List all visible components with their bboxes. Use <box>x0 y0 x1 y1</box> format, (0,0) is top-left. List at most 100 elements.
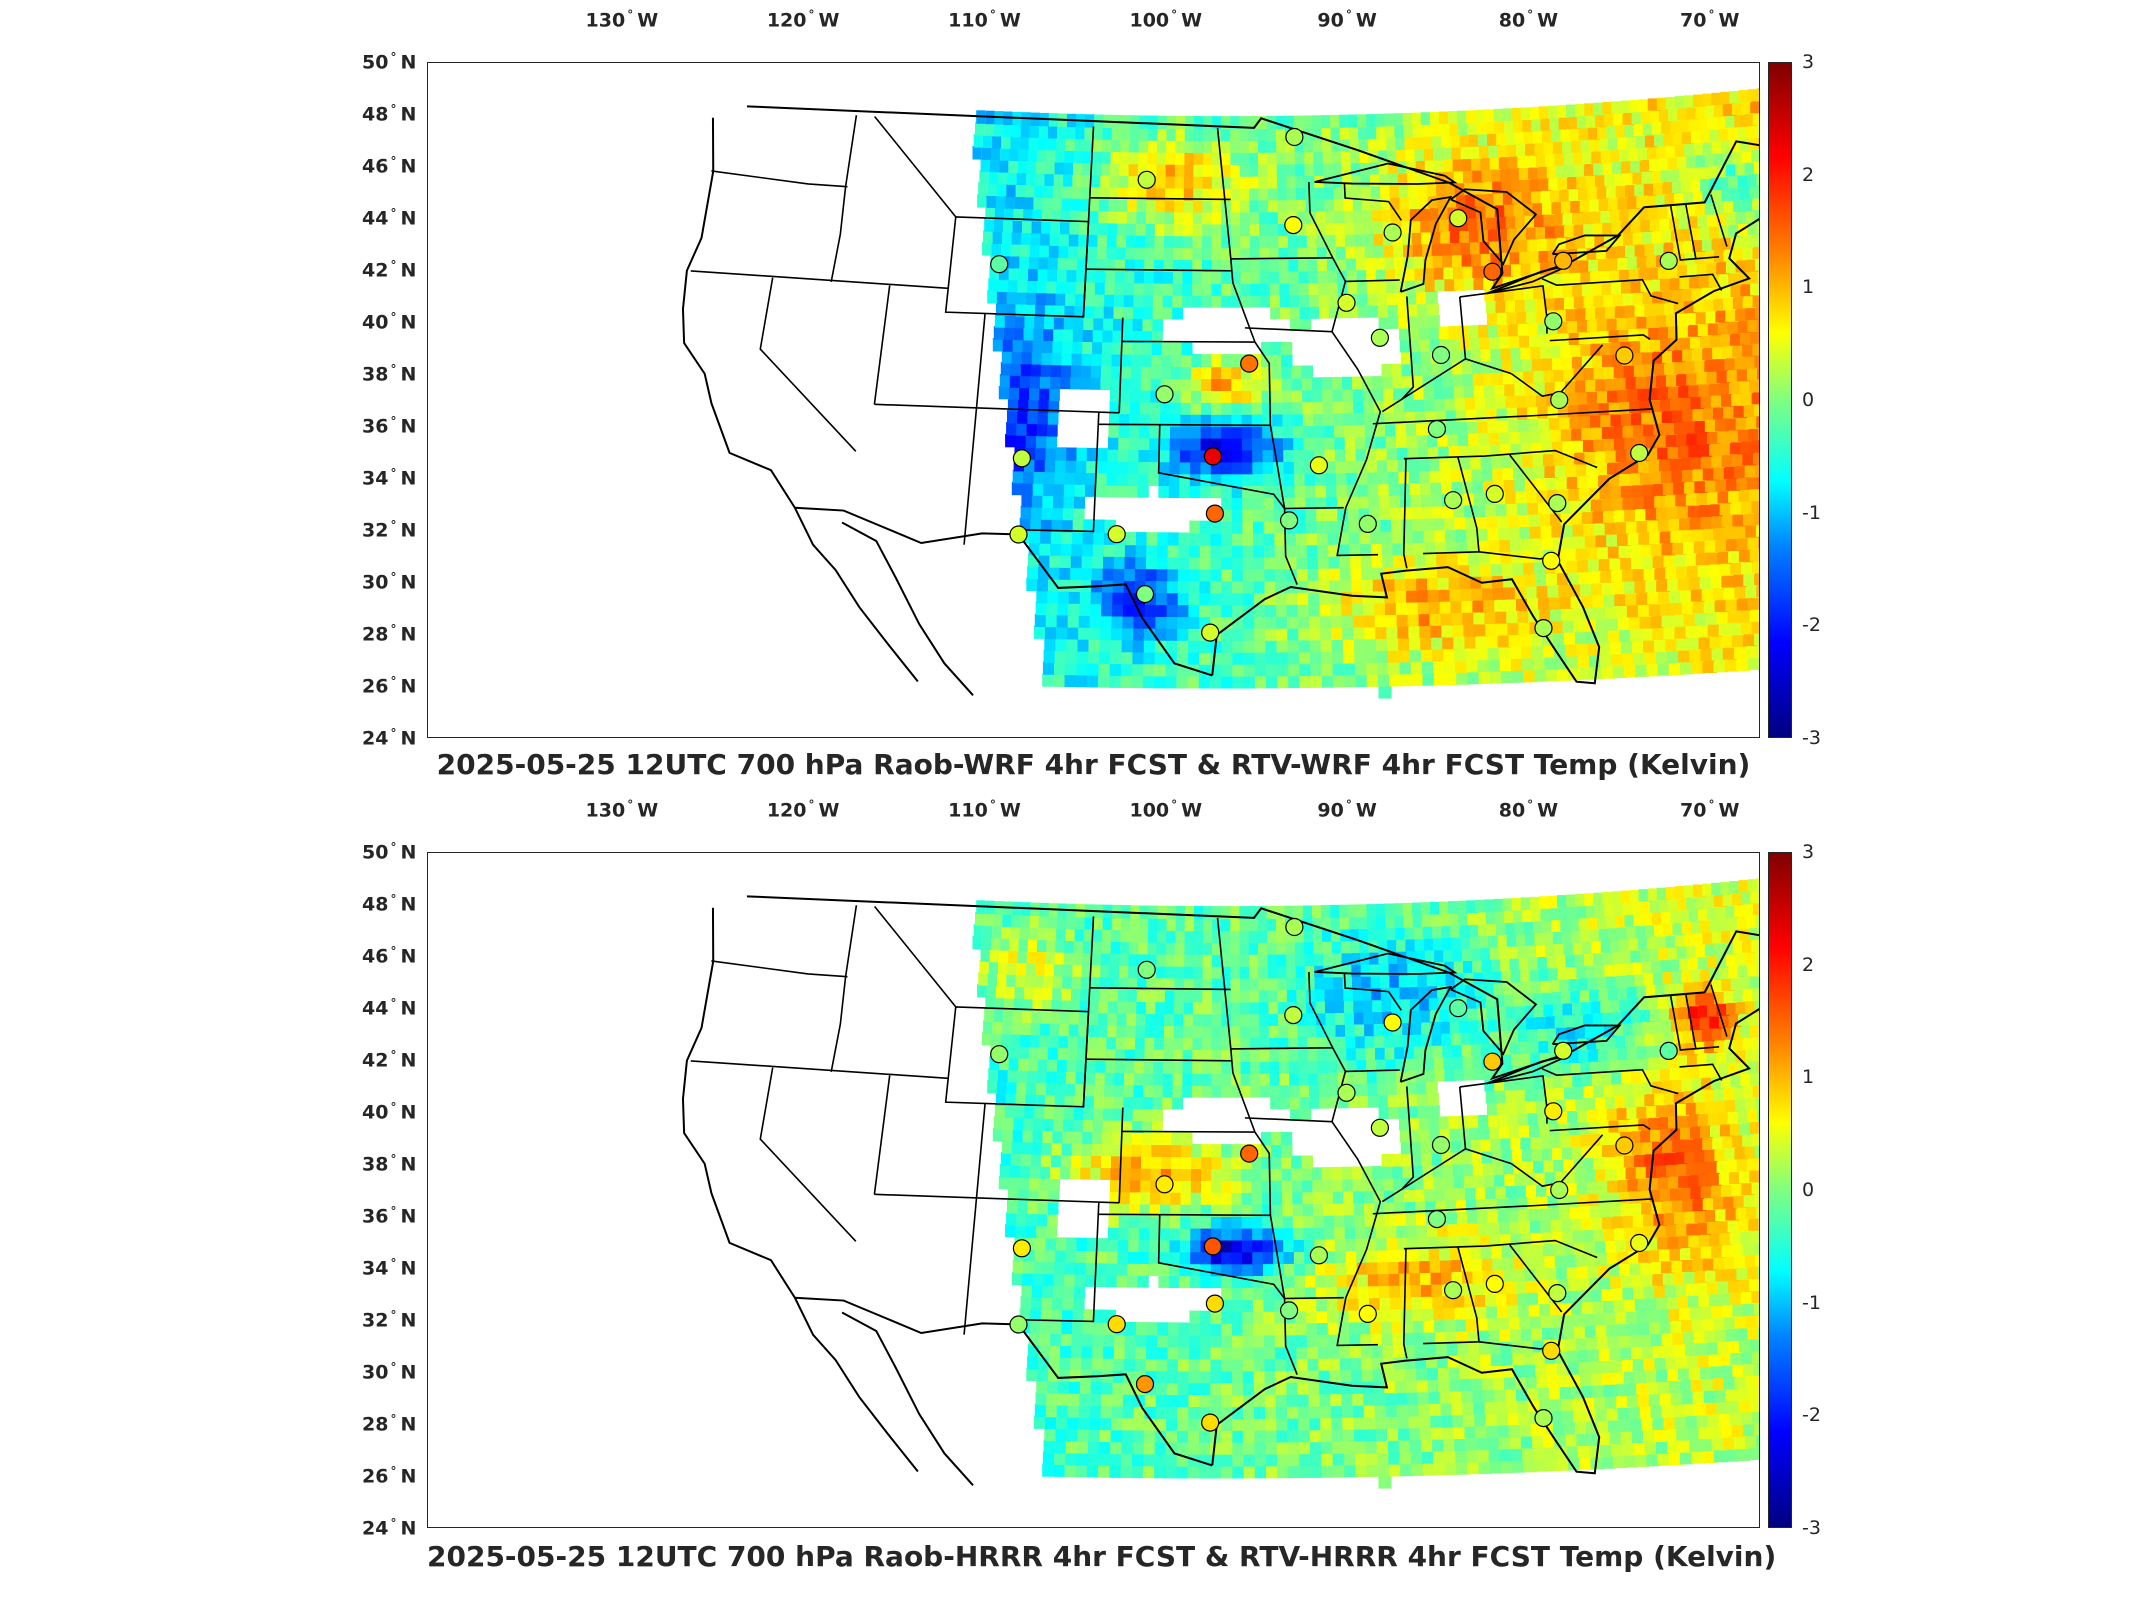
field-cell <box>1282 413 1295 427</box>
field-cell <box>1199 604 1212 618</box>
field-cell <box>1182 282 1194 296</box>
field-cell <box>1298 1429 1312 1443</box>
field-cell <box>1317 1322 1330 1335</box>
lon-tick-label: 120 ° W <box>766 798 840 822</box>
field-cell <box>1492 180 1505 194</box>
field-cell <box>1471 468 1485 482</box>
field-cell <box>1145 579 1158 593</box>
field-cell <box>1221 437 1233 451</box>
field-cell <box>1152 318 1164 332</box>
field-cell <box>1040 518 1052 532</box>
field-cell <box>1755 464 1759 477</box>
field-cell <box>1149 425 1161 439</box>
field-cell <box>1212 139 1223 153</box>
field-cell <box>1584 235 1598 248</box>
field-cell <box>1487 527 1501 541</box>
field-cell <box>1258 163 1269 177</box>
field-cell <box>1416 172 1428 185</box>
field-cell <box>1468 229 1481 243</box>
field-cell <box>1390 518 1404 532</box>
model-field-raster <box>972 878 1759 1489</box>
field-cell <box>1295 508 1308 522</box>
field-cell <box>1675 1284 1689 1297</box>
field-cell <box>1177 1393 1190 1408</box>
field-cell <box>1250 270 1262 284</box>
field-cell <box>1076 447 1088 461</box>
field-cell <box>1609 1347 1624 1361</box>
field-cell <box>1616 1323 1631 1336</box>
field-cell <box>1187 651 1201 665</box>
colorbar-tick-label: 2 <box>1802 163 1815 186</box>
field-cell <box>1432 648 1446 662</box>
field-cell <box>1102 138 1112 152</box>
field-cell <box>1241 425 1254 439</box>
state-boundary <box>1216 127 1298 585</box>
field-cell <box>1749 488 1759 502</box>
field-cell <box>1731 634 1747 648</box>
field-cell <box>1125 532 1137 546</box>
field-cell <box>1165 187 1176 201</box>
field-cell <box>1680 337 1694 350</box>
field-cell <box>1278 246 1290 260</box>
field-cell <box>1580 271 1593 285</box>
field-cell <box>1420 112 1433 125</box>
lat-tick-label: 50 ° N <box>362 50 417 74</box>
field-cell <box>1404 399 1417 412</box>
field-cell <box>1079 1392 1091 1406</box>
field-cell <box>1242 496 1255 510</box>
field-cell <box>1357 281 1369 294</box>
field-cell <box>1520 645 1535 659</box>
field-cell <box>1287 627 1300 641</box>
field-cell <box>1498 324 1511 337</box>
field-cell <box>1286 163 1297 177</box>
field-cell <box>1328 305 1341 319</box>
lat-tick-label: 34 ° N <box>362 1256 417 1280</box>
field-cell <box>1421 1450 1435 1464</box>
field-cell <box>1412 530 1426 543</box>
field-cell <box>1056 614 1069 628</box>
field-cell <box>1211 247 1223 261</box>
field-cell <box>1702 468 1717 481</box>
field-cell <box>1479 145 1491 159</box>
field-cell <box>1674 626 1689 639</box>
field-cell <box>1312 389 1324 403</box>
field-cell <box>1596 462 1610 476</box>
field-cell <box>1757 221 1759 235</box>
field-cell <box>1580 1373 1594 1386</box>
field-cell <box>1450 134 1462 148</box>
field-cell <box>1489 1460 1504 1474</box>
field-cell <box>1627 460 1642 474</box>
field-cell <box>1346 471 1359 485</box>
field-cell <box>1641 1346 1656 1359</box>
field-cell <box>1463 277 1476 291</box>
field-cell <box>1006 183 1016 197</box>
field-cell <box>1296 187 1307 200</box>
field-cell <box>1427 577 1440 591</box>
field-cell <box>1394 125 1406 138</box>
field-cell <box>1053 173 1064 187</box>
field-cell <box>1462 373 1476 386</box>
field-cell <box>1333 1464 1346 1478</box>
field-cell <box>1063 316 1075 330</box>
field-cell <box>1240 211 1251 225</box>
field-cell <box>1201 270 1213 284</box>
field-cell <box>1045 160 1055 175</box>
field-cell <box>1277 175 1288 189</box>
field-cell <box>1380 518 1393 532</box>
field-cell <box>1039 1332 1051 1346</box>
field-cell <box>1340 138 1352 152</box>
field-cell <box>1180 389 1192 403</box>
field-cell <box>1490 252 1503 266</box>
field-cell <box>1313 436 1326 450</box>
field-cell <box>1681 1391 1696 1405</box>
field-cell <box>1303 436 1316 450</box>
field-cell <box>1121 1429 1134 1443</box>
field-cell <box>1615 1311 1629 1325</box>
field-cell <box>1192 211 1204 225</box>
field-cell <box>1157 115 1168 129</box>
field-cell <box>1047 423 1058 437</box>
field-cell <box>1621 1359 1636 1372</box>
field-cell <box>1364 233 1376 247</box>
field-cell <box>1379 1297 1393 1310</box>
field-cell <box>1575 380 1588 393</box>
